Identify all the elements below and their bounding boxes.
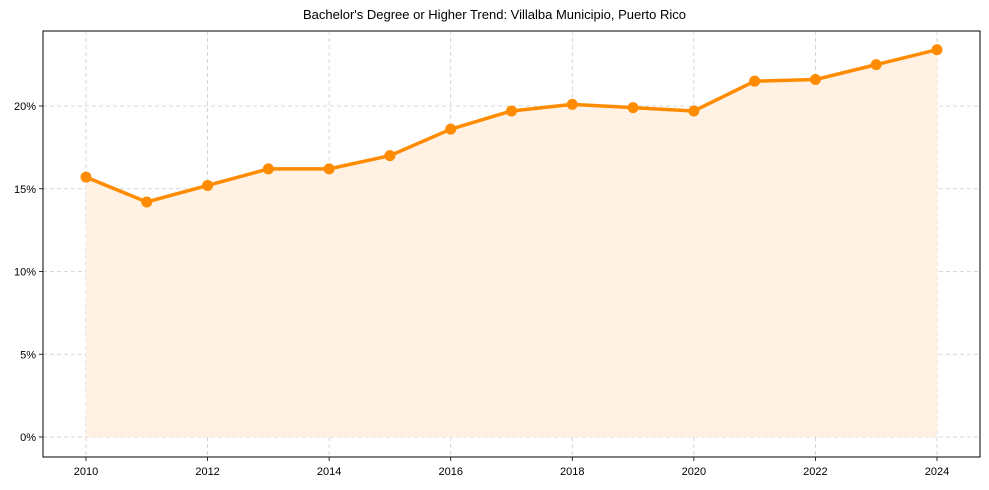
chart-title: Bachelor's Degree or Higher Trend: Villa…	[302, 7, 687, 22]
x-tick-label: 2012	[195, 466, 219, 478]
data-point	[80, 171, 92, 183]
data-point	[870, 59, 882, 71]
x-tick-label: 2010	[74, 466, 98, 478]
data-point	[323, 163, 335, 175]
data-markers	[80, 44, 943, 208]
y-tick-label: 10%	[14, 267, 36, 279]
y-tick-label: 15%	[14, 184, 36, 196]
x-axis: 2010 2012 2014 2016 2018 2020 2022 2024	[74, 457, 949, 478]
x-tick-label: 2022	[803, 466, 827, 478]
data-point	[506, 105, 517, 117]
data-point	[809, 74, 821, 86]
data-point	[202, 179, 214, 191]
y-tick-label: 5%	[20, 349, 36, 361]
data-point	[384, 150, 396, 162]
area-fill	[86, 49, 937, 437]
y-tick-label: 0%	[20, 432, 36, 444]
data-point	[445, 123, 457, 135]
data-point	[566, 98, 578, 110]
y-tick-label: 20%	[14, 101, 36, 113]
x-tick-label: 2016	[438, 466, 462, 478]
data-point	[688, 105, 700, 117]
x-tick-label: 2014	[317, 466, 341, 478]
data-point	[262, 163, 274, 175]
data-point	[141, 196, 153, 208]
x-tick-label: 2018	[560, 466, 584, 478]
data-point	[931, 44, 943, 56]
x-tick-label: 2024	[925, 466, 949, 478]
data-point	[749, 75, 761, 87]
plot-frame	[42, 30, 981, 458]
y-axis: 0% 5% 10% 15% 20%	[14, 101, 43, 444]
x-tick-label: 2020	[682, 466, 706, 478]
data-point	[627, 102, 639, 114]
